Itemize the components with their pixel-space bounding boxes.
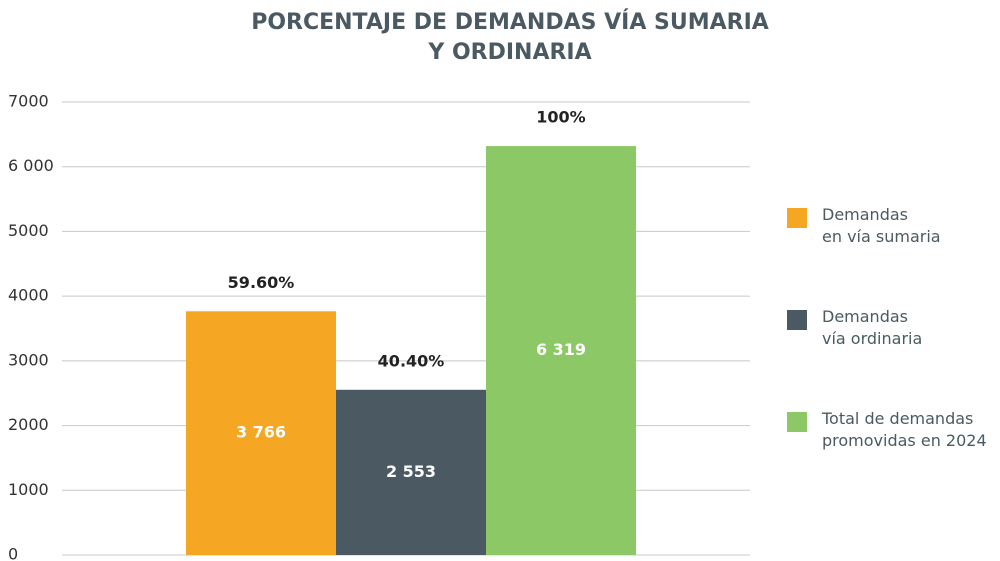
value-label: 6 319 bbox=[536, 340, 586, 359]
y-tick-label: 3000 bbox=[8, 350, 49, 369]
legend-swatch bbox=[787, 208, 807, 228]
legend-item: Demandas vía ordinaria bbox=[787, 306, 922, 350]
y-tick-label: 4000 bbox=[8, 286, 49, 305]
percent-label: 100% bbox=[536, 108, 585, 127]
bar bbox=[486, 146, 636, 555]
legend-label: Demandas vía ordinaria bbox=[822, 307, 923, 348]
y-tick-label: 7000 bbox=[8, 92, 49, 111]
legend-item: Total de demandas promovidas en 2024 bbox=[787, 408, 987, 452]
bar bbox=[336, 389, 486, 555]
percent-label: 59.60% bbox=[228, 273, 295, 292]
chart-title: PORCENTAJE DE DEMANDAS VÍA SUMARIA Y ORD… bbox=[251, 10, 769, 65]
legend-swatch bbox=[787, 412, 807, 432]
y-tick-label: 2000 bbox=[8, 415, 49, 434]
legend-swatch bbox=[787, 310, 807, 330]
percent-label: 40.40% bbox=[378, 351, 445, 370]
value-label: 3 766 bbox=[236, 423, 286, 442]
y-tick-label: 1000 bbox=[8, 480, 49, 499]
y-tick-label: 5000 bbox=[8, 221, 49, 240]
bar bbox=[186, 311, 336, 555]
legend-item: Demandas en vía sumaria bbox=[787, 204, 941, 248]
y-tick-label: 0 bbox=[8, 545, 18, 561]
value-label: 2 553 bbox=[386, 462, 436, 481]
legend-label: Demandas en vía sumaria bbox=[822, 205, 941, 246]
legend-label: Total de demandas promovidas en 2024 bbox=[822, 409, 987, 450]
y-tick-label: 6 000 bbox=[8, 156, 54, 175]
